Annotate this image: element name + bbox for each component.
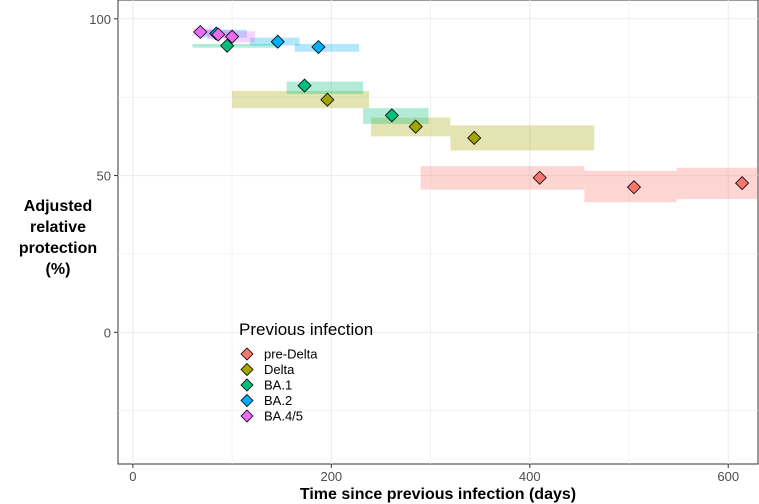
y-axis-title-line: protection [19, 240, 97, 257]
legend-label: BA.1 [264, 378, 292, 393]
y-axis-title: Adjusted relative protection (%) [19, 198, 97, 278]
data-point [220, 38, 235, 53]
data-point [193, 24, 208, 40]
data-point [467, 130, 482, 146]
x-axis-title: Time since previous infection (days) [300, 486, 576, 503]
legend-key [240, 378, 254, 392]
confidence-band [294, 43, 360, 52]
y-axis-title-line: relative [30, 219, 86, 236]
axis-ticks: 0 200 400 600 0 50 100 [89, 12, 739, 484]
data-point [384, 108, 399, 123]
data-point [297, 78, 312, 93]
legend-label: BA.4/5 [264, 409, 303, 424]
legend-title: Previous infection [239, 320, 373, 339]
data-points [193, 24, 750, 195]
confidence-band [232, 90, 370, 109]
data-point [626, 180, 642, 195]
data-point [311, 39, 326, 55]
x-tick-label: 400 [519, 469, 541, 484]
y-tick-label: 50 [97, 169, 111, 184]
legend-label: pre-Delta [264, 347, 318, 362]
x-tick-label: 200 [320, 469, 342, 484]
x-tick-label: 0 [129, 469, 136, 484]
y-axis-title-line: Adjusted [24, 198, 92, 215]
legend-key [240, 409, 254, 423]
confidence-band [224, 31, 255, 43]
legend-key [240, 393, 254, 408]
data-point [320, 92, 335, 107]
data-point [532, 170, 547, 185]
grid-lines [118, 0, 758, 464]
x-tick-label: 600 [717, 469, 739, 484]
legend-key [240, 347, 254, 361]
data-point [225, 29, 240, 44]
legend-label: BA.2 [264, 393, 292, 408]
confidence-band [420, 166, 585, 190]
data-point [735, 176, 750, 191]
plot-background [117, 0, 759, 465]
data-point [270, 34, 285, 49]
confidence-band [286, 81, 364, 95]
y-tick-label: 100 [89, 12, 111, 27]
legend: Previous infection pre-DeltaDeltaBA.1BA.… [239, 320, 373, 424]
y-axis-title-line: (%) [46, 261, 71, 278]
legend-label: Delta [264, 362, 295, 377]
data-point [408, 119, 423, 134]
confidence-band [192, 43, 280, 48]
legend-key [240, 362, 254, 377]
y-tick-label: 0 [104, 325, 111, 340]
data-point [211, 27, 226, 42]
